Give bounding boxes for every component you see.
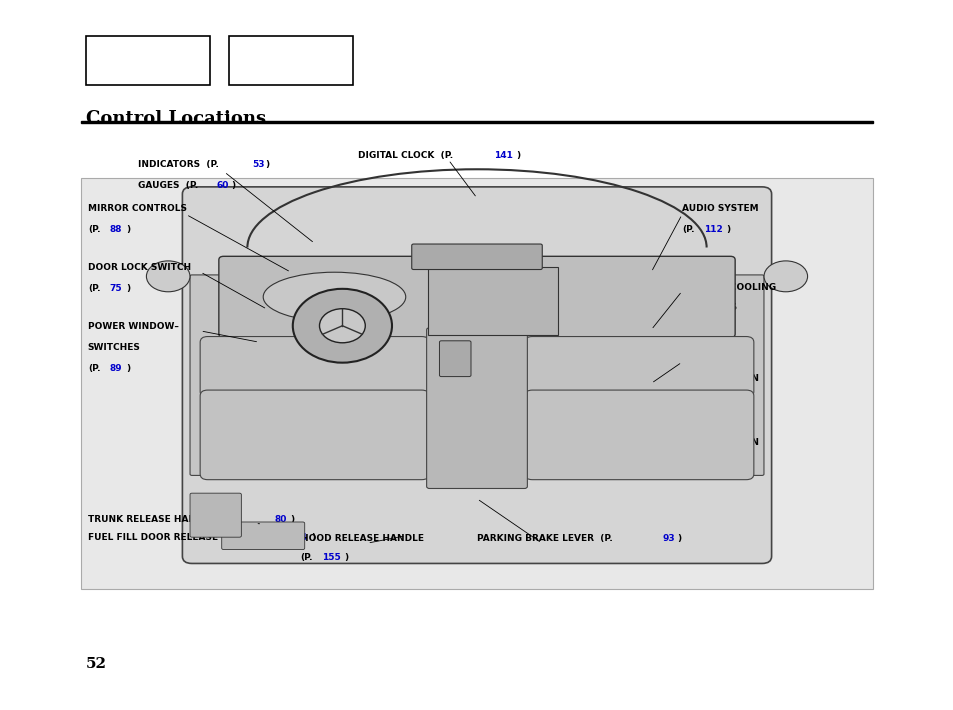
FancyBboxPatch shape: [200, 390, 429, 480]
Text: DIGITAL CLOCK  (P.: DIGITAL CLOCK (P.: [357, 151, 453, 160]
Text: 168: 168: [703, 459, 722, 469]
Text: HOOD RELEASE HANDLE: HOOD RELEASE HANDLE: [300, 534, 423, 543]
Text: TRANSMISSION: TRANSMISSION: [681, 438, 760, 447]
FancyBboxPatch shape: [427, 267, 558, 335]
FancyArrow shape: [81, 121, 872, 123]
FancyBboxPatch shape: [200, 337, 429, 398]
Text: (P.: (P.: [300, 552, 313, 562]
Text: 80: 80: [274, 515, 287, 524]
FancyBboxPatch shape: [221, 522, 304, 550]
Text: GAUGES  (P.: GAUGES (P.: [138, 181, 198, 190]
Bar: [81, 178, 872, 589]
Text: ): ): [126, 225, 130, 234]
Text: 53: 53: [252, 160, 264, 169]
Circle shape: [319, 309, 365, 343]
Text: ): ): [290, 515, 294, 524]
Text: DOOR LOCK SWITCH: DOOR LOCK SWITCH: [88, 263, 191, 272]
Text: 154: 154: [288, 533, 307, 542]
FancyBboxPatch shape: [524, 390, 753, 480]
Text: 60: 60: [216, 181, 229, 190]
Text: 100: 100: [703, 324, 721, 334]
Text: (P.: (P.: [681, 324, 694, 334]
Text: (P.: (P.: [88, 364, 100, 373]
FancyBboxPatch shape: [426, 328, 527, 488]
Circle shape: [293, 289, 392, 363]
Text: AUTOMATIC: AUTOMATIC: [681, 353, 741, 362]
Text: MIRROR CONTROLS: MIRROR CONTROLS: [88, 204, 187, 213]
Text: (P.: (P.: [681, 459, 694, 469]
Text: PARKING BRAKE LEVER  (P.: PARKING BRAKE LEVER (P.: [476, 534, 612, 543]
Ellipse shape: [263, 272, 405, 322]
FancyBboxPatch shape: [412, 244, 541, 270]
Text: INDICATORS  (P.: INDICATORS (P.: [138, 160, 219, 169]
Text: POWER WINDOW–: POWER WINDOW–: [88, 322, 178, 331]
FancyBboxPatch shape: [218, 256, 735, 337]
Text: 93: 93: [661, 534, 674, 543]
Text: (P.: (P.: [681, 225, 694, 234]
Text: Control Locations: Control Locations: [86, 110, 266, 128]
Text: MANUAL: MANUAL: [681, 417, 725, 426]
Text: HEATING/COOLING: HEATING/COOLING: [681, 282, 776, 291]
Text: ): ): [516, 151, 519, 160]
Text: FUEL FILL DOOR RELEASE  (P.: FUEL FILL DOOR RELEASE (P.: [88, 533, 236, 542]
Text: ): ): [725, 395, 729, 405]
Text: AUDIO SYSTEM: AUDIO SYSTEM: [681, 204, 758, 213]
Text: ): ): [344, 552, 348, 562]
Text: ): ): [725, 225, 729, 234]
Ellipse shape: [763, 261, 807, 292]
Text: 89: 89: [110, 364, 122, 373]
Text: 141: 141: [494, 151, 513, 160]
Text: 112: 112: [703, 225, 722, 234]
FancyBboxPatch shape: [182, 187, 771, 564]
Text: (P.: (P.: [681, 395, 694, 405]
Text: 155: 155: [322, 552, 341, 562]
Text: ): ): [311, 533, 314, 542]
Text: SWITCHES: SWITCHES: [88, 343, 140, 352]
Text: (P.: (P.: [88, 284, 100, 293]
Text: ): ): [126, 364, 130, 373]
FancyBboxPatch shape: [524, 337, 753, 398]
Text: ): ): [231, 181, 234, 190]
Text: 52: 52: [86, 657, 107, 671]
Ellipse shape: [146, 261, 190, 292]
Bar: [229, 36, 353, 85]
Text: ): ): [725, 459, 729, 469]
Text: TRANSMISSION: TRANSMISSION: [681, 374, 760, 383]
Text: CONTROLS: CONTROLS: [681, 303, 737, 312]
FancyBboxPatch shape: [728, 275, 763, 476]
Bar: [86, 36, 210, 85]
Text: (P.: (P.: [88, 225, 100, 234]
Text: TRUNK RELEASE HANDLE  (P.: TRUNK RELEASE HANDLE (P.: [88, 515, 233, 524]
FancyBboxPatch shape: [190, 493, 241, 537]
FancyBboxPatch shape: [439, 341, 471, 376]
Text: ): ): [677, 534, 680, 543]
Text: ): ): [126, 284, 130, 293]
Text: ): ): [265, 160, 269, 169]
Text: 75: 75: [110, 284, 122, 293]
FancyBboxPatch shape: [190, 275, 225, 476]
Text: ): ): [725, 324, 729, 334]
Text: 88: 88: [110, 225, 122, 234]
Text: 170: 170: [703, 395, 722, 405]
